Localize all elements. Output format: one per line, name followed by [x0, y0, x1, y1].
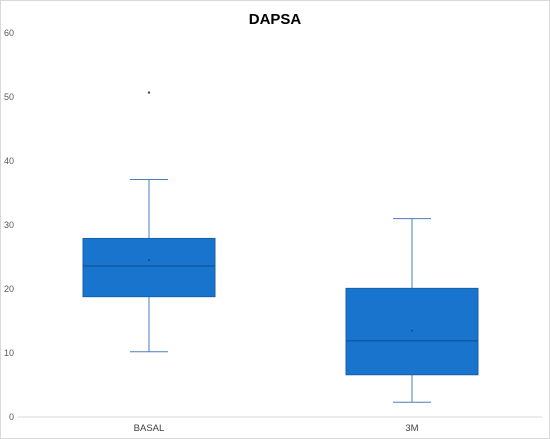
x-axis-labels: BASAL 3M: [134, 423, 419, 434]
iqr-box: [82, 237, 216, 298]
outlier-point: [147, 91, 151, 94]
y-tick-label: 30: [4, 220, 14, 230]
mean-marker: [411, 329, 413, 332]
y-tick-label: 50: [4, 92, 14, 102]
box-series: [82, 91, 479, 403]
mean-marker: [148, 259, 150, 262]
y-axis-ticks: 0 10 20 30 40 50 60: [4, 28, 14, 422]
box-3m: [345, 218, 479, 403]
x-tick-label: 3M: [405, 423, 418, 434]
chart-title: DAPSA: [249, 11, 302, 28]
y-tick-label: 10: [4, 348, 14, 358]
y-tick-label: 0: [9, 412, 14, 422]
box-basal: [82, 91, 216, 353]
x-tick-label: BASAL: [134, 423, 165, 434]
y-tick-label: 20: [4, 284, 14, 294]
y-tick-label: 60: [4, 28, 14, 38]
y-tick-label: 40: [4, 156, 14, 166]
